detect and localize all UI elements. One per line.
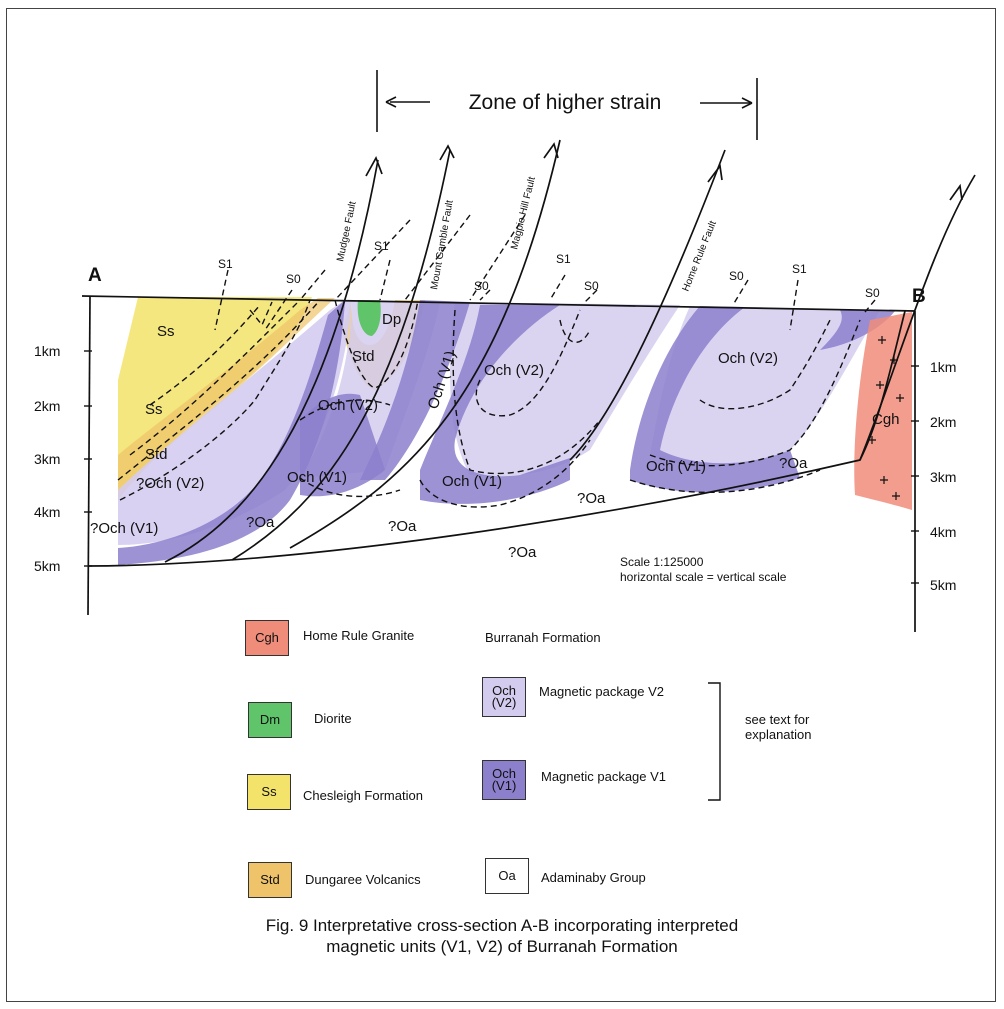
strain-zone-bracket — [376, 70, 758, 140]
section-end-a: A — [88, 265, 102, 286]
mount-gamble-fault-label: Mount Gamble Fault — [429, 199, 456, 290]
scale-text: Scale 1:125000 — [620, 555, 704, 569]
legend-swatch-cgh: Cgh — [245, 620, 289, 656]
section-outline — [81, 139, 976, 632]
legend-swatch-ss: Ss — [247, 774, 291, 810]
home-rule-fault-label: Home Rule Fault — [681, 219, 719, 293]
legend-swatch-std: Std — [248, 862, 292, 898]
s1-label-1: S1 — [218, 257, 233, 271]
s0-label-2: S0 — [474, 279, 489, 293]
boundary-fault-line — [859, 174, 976, 461]
legend-code-v1-1: Och — [492, 766, 516, 781]
legend-code-ss: Ss — [261, 784, 277, 799]
legend-code-v2-1: Och — [492, 683, 516, 698]
legend-label-v2: Magnetic package V2 — [539, 684, 665, 699]
legend-swatch-oa: Oa — [485, 858, 529, 894]
legend-label-ss: Chesleigh Formation — [303, 788, 423, 803]
magpie-hill-fault-line — [289, 139, 561, 549]
depth-right-3: 3km — [930, 469, 956, 485]
form-lines — [117, 214, 876, 508]
legend-explain-1: see text for — [745, 712, 810, 727]
unit-label-och-v1-a: Och (V1) — [287, 469, 347, 486]
unit-label-oa-4: ?Oa — [508, 544, 537, 561]
legend-label-oa: Adaminaby Group — [541, 870, 646, 885]
legend-code-v1-2: (V1) — [491, 778, 517, 793]
unit-label-och-v2-b: Och (V2) — [484, 362, 544, 379]
legend-label-std: Dungaree Volcanics — [305, 872, 421, 887]
mudgee-fault-label: Mudgee Fault — [335, 200, 359, 262]
och-v1-fill-c — [630, 306, 800, 493]
depth-left-3: 3km — [34, 451, 60, 467]
depth-right-1: 1km — [930, 359, 956, 375]
granite-fill — [854, 312, 912, 510]
zone-label: Zone of higher strain — [469, 91, 662, 114]
legend-code-dm: Dm — [259, 712, 281, 727]
depth-left-5: 5km — [34, 558, 60, 574]
depth-right-2: 2km — [930, 414, 956, 430]
mount-gamble-fault-line — [231, 149, 451, 561]
unit-label-std-2: Std — [352, 348, 375, 365]
depth-left-1: 1km — [34, 343, 60, 359]
unit-label-och-v2-c: Och (V2) — [718, 350, 778, 367]
depth-left-2: 2km — [34, 398, 60, 414]
unit-label-och-v1-c: Och (V1) — [646, 458, 706, 475]
unit-label-och-v1-left: ?Och (V1) — [90, 520, 158, 537]
och-v2-fill-left — [118, 300, 352, 545]
unit-label-cgh: Cgh — [872, 411, 900, 428]
s0-label-5: S0 — [865, 286, 880, 300]
std-fill-left — [118, 298, 335, 500]
legend-burranah-heading: Burranah Formation — [485, 630, 601, 645]
s1-label-2: S1 — [374, 239, 389, 253]
s0-label-4: S0 — [729, 269, 744, 283]
s0-label-3: S0 — [584, 279, 599, 293]
s1-label-4: S1 — [792, 262, 807, 276]
mudgee-fault-line — [164, 159, 379, 563]
depth-right-4: 4km — [930, 524, 956, 540]
diorite-fill — [357, 300, 381, 336]
granite-crosses — [868, 336, 904, 500]
figure-caption: Fig. 9 Interpretative cross-section A-B … — [0, 915, 1004, 957]
s1-label-3: S1 — [556, 252, 571, 266]
legend-code-cgh: Cgh — [255, 630, 279, 645]
legend-label-dm: Diorite — [314, 711, 352, 726]
unit-label-oa-1: ?Oa — [246, 514, 275, 531]
unit-label-oa-2: ?Oa — [388, 518, 417, 535]
section-end-b: B — [912, 286, 926, 307]
legend-code-std: Std — [260, 872, 280, 887]
legend-swatch-v2: Och (V2) — [482, 677, 526, 717]
legend-code-v2-2: (V2) — [491, 695, 517, 710]
unit-label-och-v2-left: ?Och (V2) — [136, 475, 204, 492]
legend-bracket — [708, 682, 721, 801]
unit-label-ss-1: Ss — [157, 323, 175, 340]
unit-label-dp: Dp — [382, 311, 401, 328]
och-v2-fill-c — [650, 306, 880, 466]
och-v1-fill-left — [118, 300, 345, 565]
legend-code-oa: Oa — [498, 868, 516, 883]
legend-label-cgh: Home Rule Granite — [303, 628, 415, 643]
depth-right-5: 5km — [930, 577, 956, 593]
depth-left-4: 4km — [34, 504, 60, 520]
unit-label-oa-3: ?Oa — [577, 490, 606, 507]
caption-line-1: Fig. 9 Interpretative cross-section A-B … — [265, 916, 739, 935]
unit-label-oa-5: ?Oa — [779, 455, 808, 472]
depth-scale-right — [911, 365, 919, 584]
depth-scale-left — [84, 350, 92, 567]
unit-label-och-v2-a: Och (V2) — [318, 397, 378, 414]
legend-explain-2: explanation — [745, 727, 812, 742]
och-v1-fill-b — [420, 305, 570, 504]
caption-line-2: magnetic units (V1, V2) of Burranah Form… — [326, 937, 678, 956]
home-rule-fault-line — [569, 149, 726, 461]
unit-fills — [118, 297, 912, 565]
legend-swatch-v1: Och (V1) — [482, 760, 526, 800]
figure-frame — [6, 8, 996, 1002]
unit-label-och-v1-b: Och (V1) — [442, 473, 502, 490]
scale-note: horizontal scale = vertical scale — [620, 570, 787, 584]
unit-label-std-1: Std — [145, 446, 168, 463]
s0-label-1: S0 — [286, 272, 301, 286]
legend-swatch-dm: Dm — [248, 702, 292, 738]
unit-label-ss-2: Ss — [145, 401, 163, 418]
legend-label-v1: Magnetic package V1 — [541, 769, 667, 784]
och-v1-fill-steep — [360, 300, 470, 480]
